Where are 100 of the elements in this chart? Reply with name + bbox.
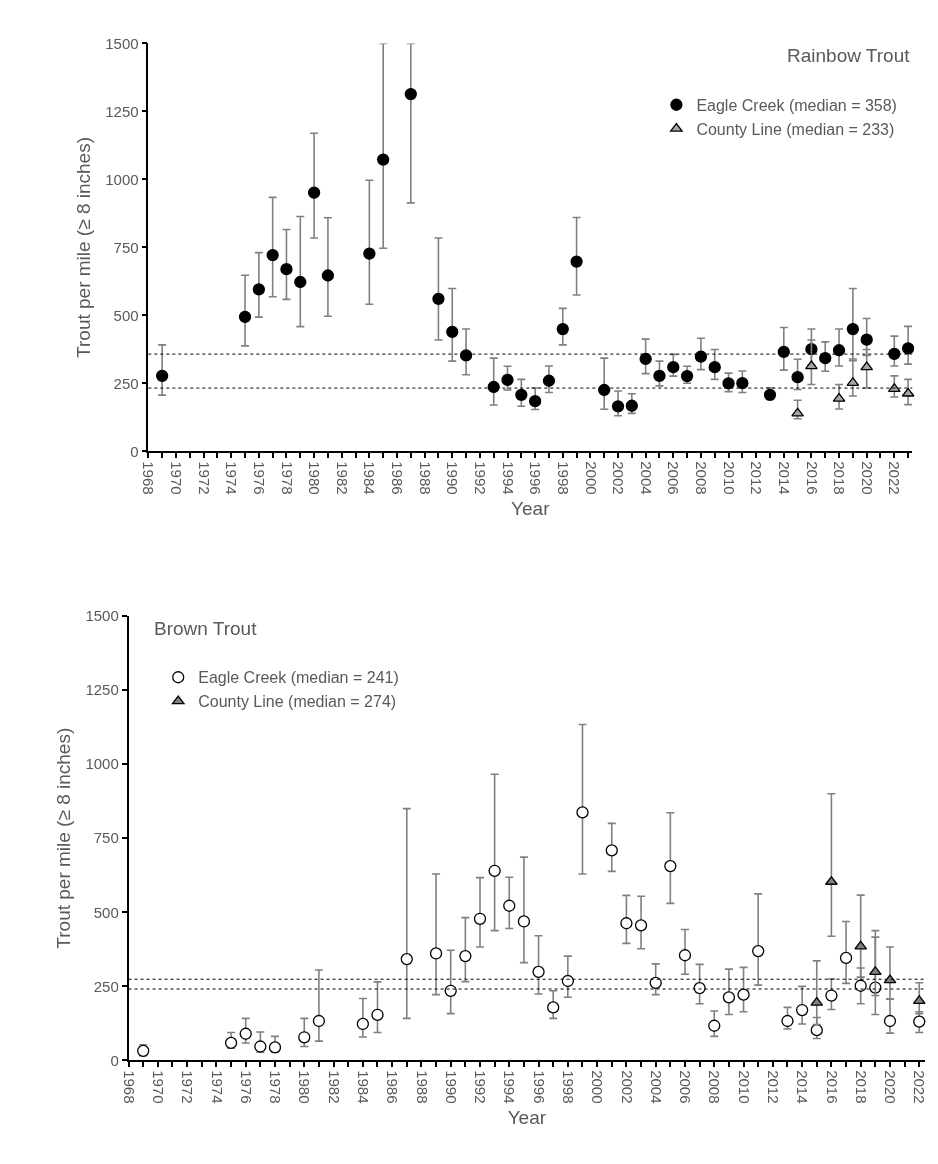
x-tick-label: 1988 xyxy=(413,1070,431,1104)
point xyxy=(254,1040,267,1053)
point xyxy=(901,342,915,355)
point xyxy=(846,377,860,387)
point xyxy=(680,369,694,383)
x-tick-label: 1994 xyxy=(501,1070,519,1104)
chart-title: Rainbow Trout xyxy=(787,45,911,66)
x-tick-label: 1990 xyxy=(442,1070,460,1104)
point xyxy=(752,944,765,958)
x-tick-label: 2004 xyxy=(637,461,655,495)
x-tick-label: 1984 xyxy=(361,461,379,495)
x-tick-label: 1968 xyxy=(120,1070,138,1104)
x-tick-label: 2000 xyxy=(589,1070,607,1104)
point xyxy=(667,360,680,374)
y-tick-label: 1250 xyxy=(105,102,139,120)
x-tick-label: 1992 xyxy=(472,461,490,495)
point xyxy=(268,1041,282,1054)
x-tick-label: 1976 xyxy=(250,461,268,495)
x-axis-title: Year xyxy=(507,1106,547,1128)
point xyxy=(620,917,633,930)
x-tick-label: 1970 xyxy=(168,461,186,495)
x-tick-label: 1976 xyxy=(237,1070,255,1104)
x-tick-label: 1978 xyxy=(278,461,296,495)
point xyxy=(791,407,805,417)
x-tick-label: 1974 xyxy=(223,461,241,495)
x-tick-label: 1998 xyxy=(554,461,572,495)
x-tick-label: 1968 xyxy=(140,461,158,495)
point xyxy=(294,275,307,289)
point xyxy=(156,369,169,382)
x-tick-label: 2012 xyxy=(764,1070,782,1104)
point xyxy=(459,949,472,963)
x-tick-label: 2008 xyxy=(693,461,711,495)
point xyxy=(708,360,721,374)
point xyxy=(832,344,846,357)
point xyxy=(708,1019,721,1032)
x-tick-label: 2002 xyxy=(610,461,628,495)
x-tick-label: 2010 xyxy=(735,1070,753,1104)
point xyxy=(307,186,321,199)
y-tick-label: 250 xyxy=(93,977,119,995)
point xyxy=(488,864,501,877)
x-tick-label: 1996 xyxy=(527,461,545,495)
x-tick-label: 1996 xyxy=(530,1070,548,1104)
x-tick-label: 2014 xyxy=(775,461,793,495)
point xyxy=(819,352,832,365)
x-tick-label: 2020 xyxy=(882,1070,900,1104)
point xyxy=(694,350,708,363)
x-tick-label: 2014 xyxy=(794,1070,812,1104)
point xyxy=(280,263,293,276)
x-tick-label: 1984 xyxy=(354,1070,372,1104)
point xyxy=(901,387,915,397)
y-tick-label: 0 xyxy=(130,442,139,460)
point xyxy=(795,1003,809,1017)
point xyxy=(883,1014,897,1028)
y-tick-label: 1000 xyxy=(105,170,139,188)
point xyxy=(473,912,487,925)
point xyxy=(517,915,531,928)
point xyxy=(611,400,625,413)
x-tick-label: 2022 xyxy=(886,461,904,495)
point xyxy=(777,345,790,359)
x-tick-label: 1992 xyxy=(472,1070,490,1104)
x-tick-label: 1974 xyxy=(208,1070,226,1104)
point xyxy=(542,374,556,387)
x-tick-label: 1988 xyxy=(416,461,434,495)
point xyxy=(224,1036,238,1050)
point xyxy=(377,153,390,166)
point xyxy=(528,394,542,408)
y-tick-label: 750 xyxy=(113,238,139,256)
x-tick-label: 1972 xyxy=(195,461,213,495)
y-tick-label: 1250 xyxy=(85,681,119,699)
point xyxy=(312,1014,326,1028)
point xyxy=(266,248,279,262)
point xyxy=(363,247,376,260)
point xyxy=(634,919,648,932)
point xyxy=(605,844,618,857)
point xyxy=(321,269,335,282)
point xyxy=(912,995,926,1005)
point xyxy=(846,322,860,336)
x-tick-label: 1978 xyxy=(267,1070,285,1104)
point xyxy=(810,996,824,1006)
point xyxy=(860,333,873,346)
point xyxy=(678,949,692,962)
point xyxy=(400,952,413,966)
y-tick-label: 1500 xyxy=(85,607,119,625)
point xyxy=(404,87,417,101)
point xyxy=(791,371,804,384)
point xyxy=(532,965,545,978)
y-tick-label: 500 xyxy=(113,306,139,324)
point xyxy=(854,940,868,950)
point xyxy=(913,1015,926,1028)
legend-label: Eagle Creek (median = 241) xyxy=(198,669,399,687)
point xyxy=(556,322,569,336)
x-tick-label: 1994 xyxy=(499,461,517,495)
point xyxy=(576,806,589,819)
y-tick-label: 250 xyxy=(113,374,139,392)
point xyxy=(653,369,666,382)
point xyxy=(810,1024,823,1037)
x-tick-label: 1980 xyxy=(296,1070,314,1104)
point xyxy=(570,255,583,268)
point xyxy=(238,310,252,323)
x-tick-label: 2020 xyxy=(858,461,876,495)
